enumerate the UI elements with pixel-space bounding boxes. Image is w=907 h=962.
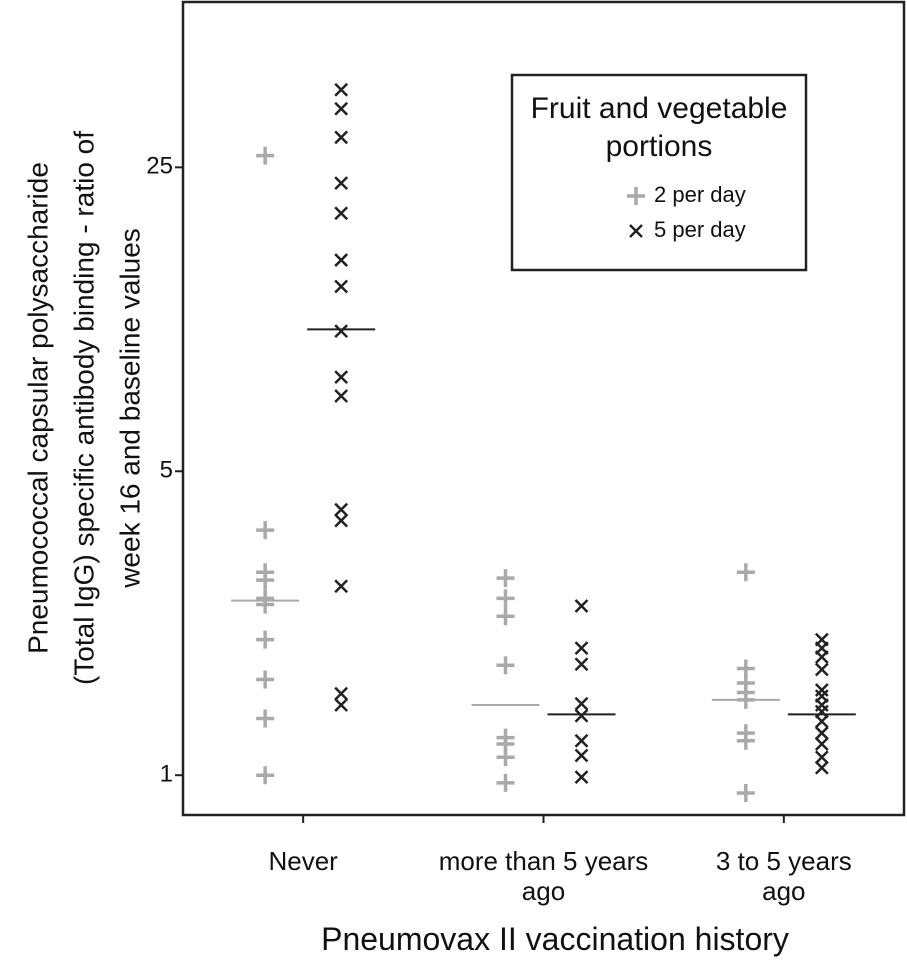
data-point xyxy=(574,657,589,672)
data-point xyxy=(814,683,829,697)
data-point xyxy=(256,709,275,728)
data-point xyxy=(334,389,349,403)
legend-marker xyxy=(629,224,643,238)
data-point xyxy=(334,253,349,267)
y-axis-title: Pneumococcal capsular polysaccharide xyxy=(22,162,53,654)
data-point xyxy=(334,502,349,517)
data-point xyxy=(256,595,275,614)
data-point xyxy=(496,607,515,626)
data-point xyxy=(574,733,589,748)
y-tick-label: 1 xyxy=(160,761,173,788)
data-point xyxy=(814,750,829,765)
data-point xyxy=(736,563,755,582)
data-point xyxy=(736,731,755,750)
data-point xyxy=(574,770,589,784)
x-tick-label: more than 5 years xyxy=(439,846,649,876)
data-point xyxy=(814,714,829,729)
data-point xyxy=(334,686,349,701)
data-point xyxy=(814,737,829,751)
data-point xyxy=(574,599,589,613)
data-point xyxy=(256,630,275,649)
data-point xyxy=(334,101,349,116)
legend-marker xyxy=(627,187,645,205)
data-point xyxy=(736,784,755,803)
data-point xyxy=(334,513,349,528)
legend-title: Fruit and vegetable xyxy=(531,92,788,125)
data-point xyxy=(256,766,275,785)
data-point xyxy=(334,130,349,145)
x-tick-label: ago xyxy=(762,876,805,906)
data-point xyxy=(814,760,829,775)
data-point xyxy=(496,748,515,767)
data-point xyxy=(496,773,515,792)
data-point xyxy=(334,579,349,594)
x-tick-label: ago xyxy=(522,876,565,906)
data-point xyxy=(496,656,515,675)
data-point xyxy=(814,662,829,677)
data-point xyxy=(574,696,589,711)
x-tick-label: Never xyxy=(268,846,338,876)
data-point xyxy=(334,279,349,294)
data-point xyxy=(814,650,829,664)
x-tick-label: 3 to 5 years xyxy=(716,846,852,876)
data-point xyxy=(256,571,275,590)
data-point xyxy=(574,748,589,763)
data-point xyxy=(496,589,515,608)
data-point xyxy=(496,569,515,588)
data-point xyxy=(256,146,275,165)
data-point xyxy=(256,670,275,689)
y-axis-title: (Total IgG) specific antibody binding - … xyxy=(68,131,99,685)
legend-title: portions xyxy=(606,130,713,163)
data-point xyxy=(334,324,349,339)
x-axis-title: Pneumovax II vaccination history xyxy=(321,921,789,957)
data-point xyxy=(814,726,829,740)
data-point xyxy=(814,698,829,712)
data-point xyxy=(334,370,349,385)
data-point xyxy=(574,641,589,656)
y-tick-label: 25 xyxy=(146,153,173,180)
data-point xyxy=(334,206,349,221)
data-point xyxy=(334,698,349,712)
legend-label: 5 per day xyxy=(654,217,746,242)
data-point xyxy=(256,521,275,540)
y-axis-title: week 16 and baseline values xyxy=(114,228,145,589)
legend-box xyxy=(510,73,808,272)
y-tick-label: 5 xyxy=(160,457,173,484)
data-point xyxy=(334,82,349,97)
data-point xyxy=(574,708,589,723)
data-point xyxy=(334,176,349,190)
legend-label: 2 per day xyxy=(654,182,746,207)
